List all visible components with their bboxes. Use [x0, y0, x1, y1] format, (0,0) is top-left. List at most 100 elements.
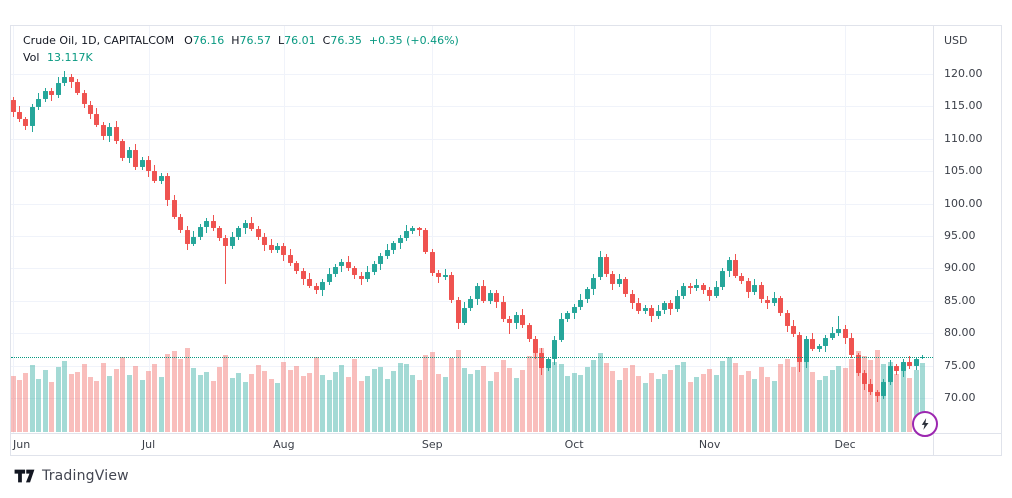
price-axis[interactable]: USD 120.00 115.00 110.00 105.00 100.00 95.00 90… — [934, 26, 1001, 433]
candle — [49, 90, 55, 96]
volume-bar — [758, 367, 764, 432]
volume-bar — [836, 365, 842, 433]
candle-wick — [509, 316, 511, 334]
candle — [242, 223, 248, 229]
volume-bar — [55, 367, 61, 432]
candle — [197, 226, 203, 237]
volume-bar — [810, 371, 816, 432]
candle — [791, 326, 796, 335]
volume-bar — [158, 376, 164, 432]
candle — [113, 126, 119, 142]
volume-bar — [778, 363, 784, 432]
volume-bar — [771, 380, 777, 432]
volume-bar — [861, 355, 867, 432]
candle — [674, 296, 680, 310]
candle — [603, 256, 609, 275]
chart-plot-area[interactable] — [11, 26, 933, 433]
volume-bar — [687, 381, 693, 432]
volume-bar — [300, 375, 306, 432]
volume-bar — [707, 368, 713, 432]
candle — [539, 353, 545, 369]
candle — [416, 228, 422, 231]
candle — [803, 339, 809, 363]
volume-bar — [326, 379, 332, 432]
volume-bar — [107, 375, 113, 432]
candle — [384, 250, 390, 257]
time-axis[interactable]: Jun Jul Aug Sep Oct Nov Dec — [11, 434, 933, 455]
volume-bar — [629, 364, 635, 432]
candle — [16, 111, 22, 120]
volume-bar — [558, 363, 564, 432]
volume-bar — [294, 366, 300, 432]
tradingview-logo-icon — [14, 469, 35, 483]
volume-label: Vol — [23, 51, 40, 64]
candle — [191, 236, 197, 244]
candle — [339, 261, 345, 267]
candle — [662, 303, 667, 311]
candle — [487, 293, 493, 301]
candle — [726, 260, 732, 271]
volume-bar — [591, 360, 596, 432]
volume-bar — [204, 372, 209, 432]
volume-bar — [416, 380, 422, 432]
vertical-gridline — [845, 26, 847, 433]
candle — [797, 334, 803, 363]
candle — [429, 251, 435, 273]
volume-bar — [87, 377, 93, 432]
horizontal-gridline — [11, 106, 933, 108]
candle — [274, 245, 280, 251]
volume-bar — [816, 380, 822, 432]
candle — [520, 315, 526, 326]
volume-bar — [313, 357, 319, 432]
volume-bar — [126, 374, 132, 432]
volume-bar — [365, 376, 371, 432]
candle — [765, 299, 771, 304]
volume-bar — [700, 373, 706, 432]
price-tick-label: 70.00 — [944, 391, 976, 404]
volume-bar — [894, 374, 900, 432]
volume-bar — [849, 358, 854, 432]
candle — [842, 328, 848, 339]
volume-bar — [339, 365, 345, 432]
volume-bar — [578, 374, 584, 432]
price-tick-label: 95.00 — [944, 229, 976, 242]
candle — [81, 92, 87, 105]
horizontal-gridline — [11, 171, 933, 173]
candle — [526, 325, 532, 339]
volume-bar — [655, 379, 661, 432]
volume-bar — [616, 379, 622, 432]
volume-bar — [197, 375, 203, 432]
volume-bar — [468, 374, 474, 432]
volume-bar — [191, 367, 197, 432]
candle — [668, 303, 674, 310]
volume-bar — [507, 367, 513, 432]
volume-bar — [442, 376, 448, 432]
volume-bar — [287, 370, 293, 432]
volume-bar — [113, 368, 119, 432]
volume-bar — [384, 379, 390, 432]
candle — [700, 285, 706, 291]
flash-badge-button[interactable] — [912, 411, 938, 437]
volume-bar — [255, 364, 261, 432]
candle — [204, 221, 209, 227]
volume-bar — [791, 366, 796, 432]
ohlc-high: H76.57 — [231, 34, 272, 47]
candle — [584, 289, 590, 300]
horizontal-gridline — [11, 365, 933, 367]
tradingview-attribution[interactable]: TradingView — [14, 468, 129, 484]
candle — [320, 282, 326, 291]
volume-bar — [333, 371, 338, 432]
candle — [255, 228, 261, 237]
volume-bar — [668, 369, 674, 432]
candle — [649, 307, 655, 317]
volume-bar — [533, 352, 538, 432]
candle — [571, 307, 577, 314]
volume-bar — [597, 353, 603, 432]
candle — [36, 98, 42, 107]
volume-bar — [352, 358, 358, 432]
volume-bar — [236, 373, 242, 432]
volume-bar — [223, 355, 229, 432]
vertical-gridline — [148, 26, 150, 433]
volume-bar — [552, 362, 558, 432]
volume-bar — [345, 377, 351, 432]
